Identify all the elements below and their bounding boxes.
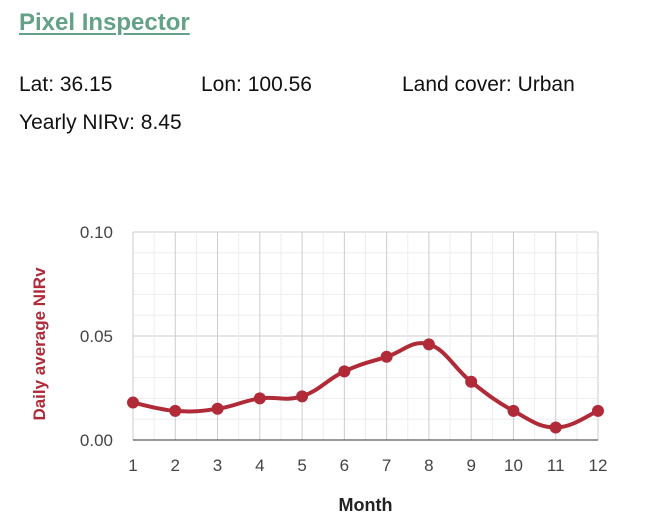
data-point	[253, 392, 266, 405]
data-point	[127, 396, 139, 409]
y-tick-label: 0.10	[80, 223, 113, 242]
x-tick-label: 2	[171, 456, 180, 475]
x-tick-label: 7	[382, 456, 391, 475]
latitude-label: Lat: 36.15	[19, 73, 113, 96]
yearly-nirv-label: Yearly NIRv: 8.45	[19, 111, 182, 134]
y-tick-label: 0.00	[80, 431, 113, 450]
x-tick-label: 5	[297, 456, 306, 475]
x-tick-label: 6	[340, 456, 349, 475]
y-axis-title: Daily average NIRv	[30, 267, 49, 421]
chart-series	[127, 338, 604, 434]
data-point	[422, 338, 435, 351]
land-cover-label: Land cover: Urban	[402, 73, 575, 96]
x-tick-label: 4	[255, 456, 264, 475]
data-point	[169, 404, 182, 417]
chart-grid	[132, 231, 599, 441]
y-tick-label: 0.05	[80, 327, 113, 346]
data-point	[507, 404, 520, 417]
data-point	[380, 350, 393, 363]
x-tick-label: 1	[128, 456, 137, 475]
data-point	[211, 402, 224, 415]
data-point	[549, 421, 562, 434]
x-tick-label: 10	[504, 456, 523, 475]
data-point	[338, 365, 351, 378]
x-tick-label: 3	[213, 456, 222, 475]
x-axis-title: Month	[339, 495, 393, 515]
x-tick-label: 11	[547, 456, 565, 475]
data-point	[296, 390, 309, 403]
longitude-label: Lon: 100.56	[201, 73, 312, 96]
data-point	[592, 404, 604, 417]
data-point	[465, 375, 478, 388]
x-tick-label: 12	[589, 456, 608, 475]
x-tick-label: 9	[466, 456, 475, 475]
page-title[interactable]: Pixel Inspector	[19, 9, 190, 36]
x-tick-label: 8	[424, 456, 433, 475]
